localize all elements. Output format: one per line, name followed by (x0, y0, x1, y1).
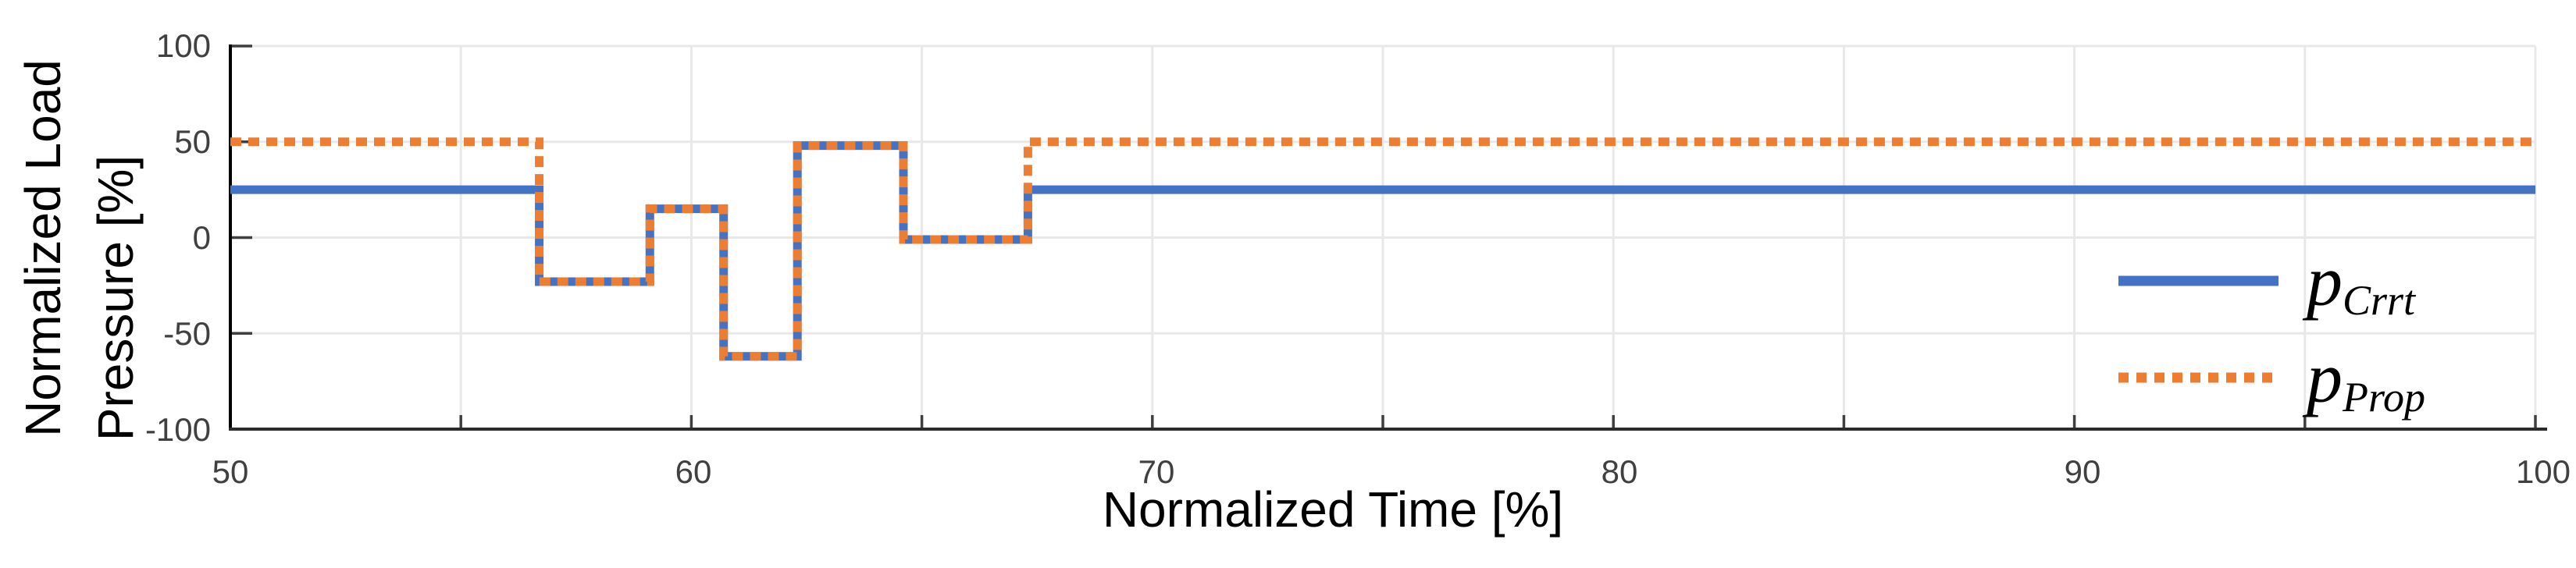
x-tick-label-100: 100 (2515, 453, 2571, 490)
y-tick-label-50: 50 (174, 123, 211, 160)
series-line-p_Prop (230, 137, 2535, 361)
legend-label-base: p (2307, 338, 2343, 417)
legend-item-p-crrt: pCrrt (2118, 232, 2556, 330)
y-tick-label-0: 0 (192, 219, 211, 256)
legend-label-p-prop: pProp (2307, 338, 2425, 418)
x-tick-label-70: 70 (1138, 453, 1175, 490)
y-tick-label-m100: -100 (144, 411, 211, 448)
x-tick-label-50: 50 (212, 453, 249, 490)
legend-item-p-prop: pProp (2118, 328, 2556, 427)
legend-label-p-crrt: pCrrt (2307, 241, 2415, 321)
legend-line-sample-dotted (2118, 372, 2278, 383)
x-tick-label-80: 80 (1601, 453, 1638, 490)
legend-label-subscript: Crrt (2343, 276, 2416, 324)
y-tick-label-m50: -50 (163, 315, 211, 352)
legend-label-subscript: Prop (2343, 373, 2425, 421)
legend-label-base: p (2307, 241, 2343, 321)
x-tick-label-60: 60 (675, 453, 712, 490)
y-tick-label-100: 100 (155, 27, 211, 64)
x-tick-label-90: 90 (2064, 453, 2101, 490)
y-axis-title-line2: Pressure [%] (87, 154, 144, 442)
x-axis-title: Normalized Time [%] (1102, 481, 1564, 538)
y-axis-title-line1: Normalized Load (15, 59, 71, 437)
legend-line-sample-solid (2118, 275, 2278, 286)
